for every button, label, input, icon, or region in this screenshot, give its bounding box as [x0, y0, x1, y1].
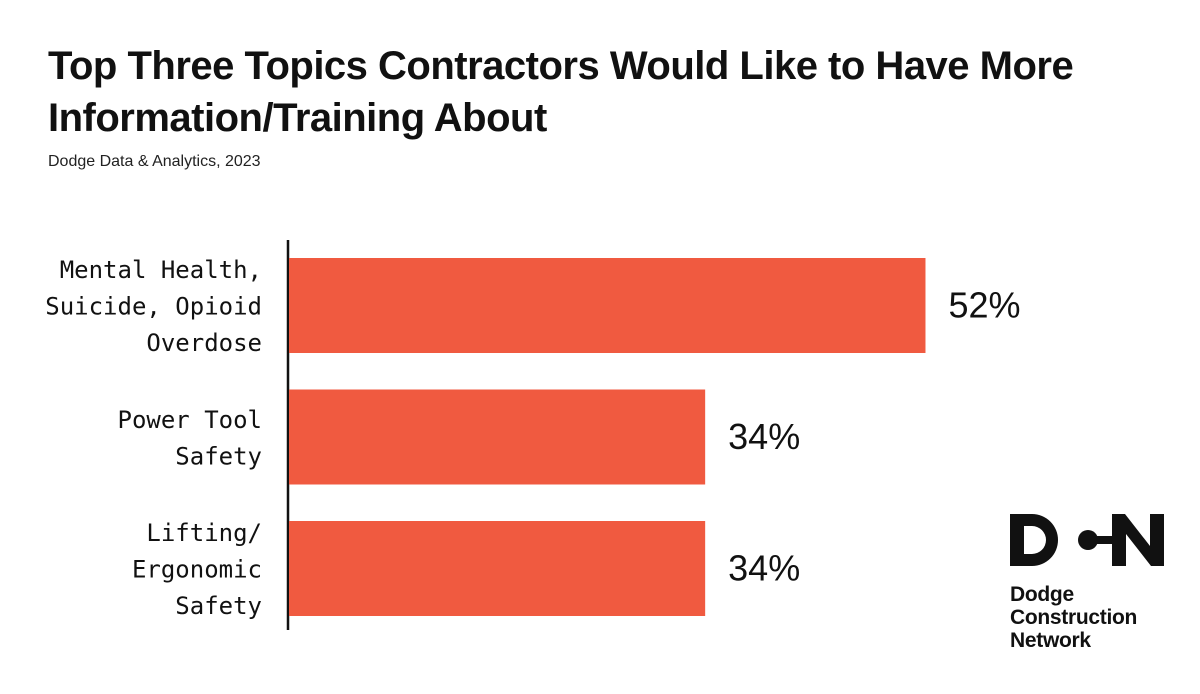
category-label-1-line-1: Mental Health, — [60, 256, 262, 284]
dcn-logo: Dodge Construction Network — [1010, 514, 1170, 652]
bar-2 — [289, 389, 706, 485]
category-label-2: Power Tool Safety — [118, 406, 263, 471]
category-label-2-line-1: Power Tool — [118, 406, 263, 434]
value-label-2: 34% — [728, 416, 800, 457]
chart-title-line-1: Top Three Topics Contractors Would Like … — [48, 44, 1074, 88]
value-label-3: 34% — [728, 548, 800, 589]
bar-3 — [289, 521, 706, 616]
bar-1 — [289, 258, 926, 353]
logo-line-2: Construction — [1010, 606, 1138, 629]
value-label-1: 52% — [948, 285, 1020, 326]
category-label-2-line-2: Safety — [175, 442, 262, 470]
category-label-3-line-1: Lifting/ — [146, 519, 262, 547]
dcn-logo-wordmark: Dodge Construction Network — [1010, 583, 1170, 652]
chart-title: Top Three Topics Contractors Would Like … — [48, 40, 1148, 144]
chart-title-line-2: Information/Training About — [48, 96, 547, 140]
category-label-1-line-3: Overdose — [146, 329, 262, 357]
category-label-1-line-2: Suicide, Opioid — [45, 293, 262, 321]
category-label-1: Mental Health, Suicide, Opioid Overdose — [45, 256, 262, 357]
dcn-logo-mark-icon — [1010, 514, 1164, 566]
category-label-3: Lifting/Ergonomic Safety — [132, 519, 262, 620]
chart-subtitle: Dodge Data & Analytics, 2023 — [48, 153, 261, 170]
category-label-3-line-2: Ergonomic — [132, 556, 262, 584]
logo-line-1: Dodge — [1010, 583, 1074, 606]
category-label-3-line-3: Safety — [175, 592, 262, 620]
logo-line-3: Network — [1010, 629, 1091, 652]
